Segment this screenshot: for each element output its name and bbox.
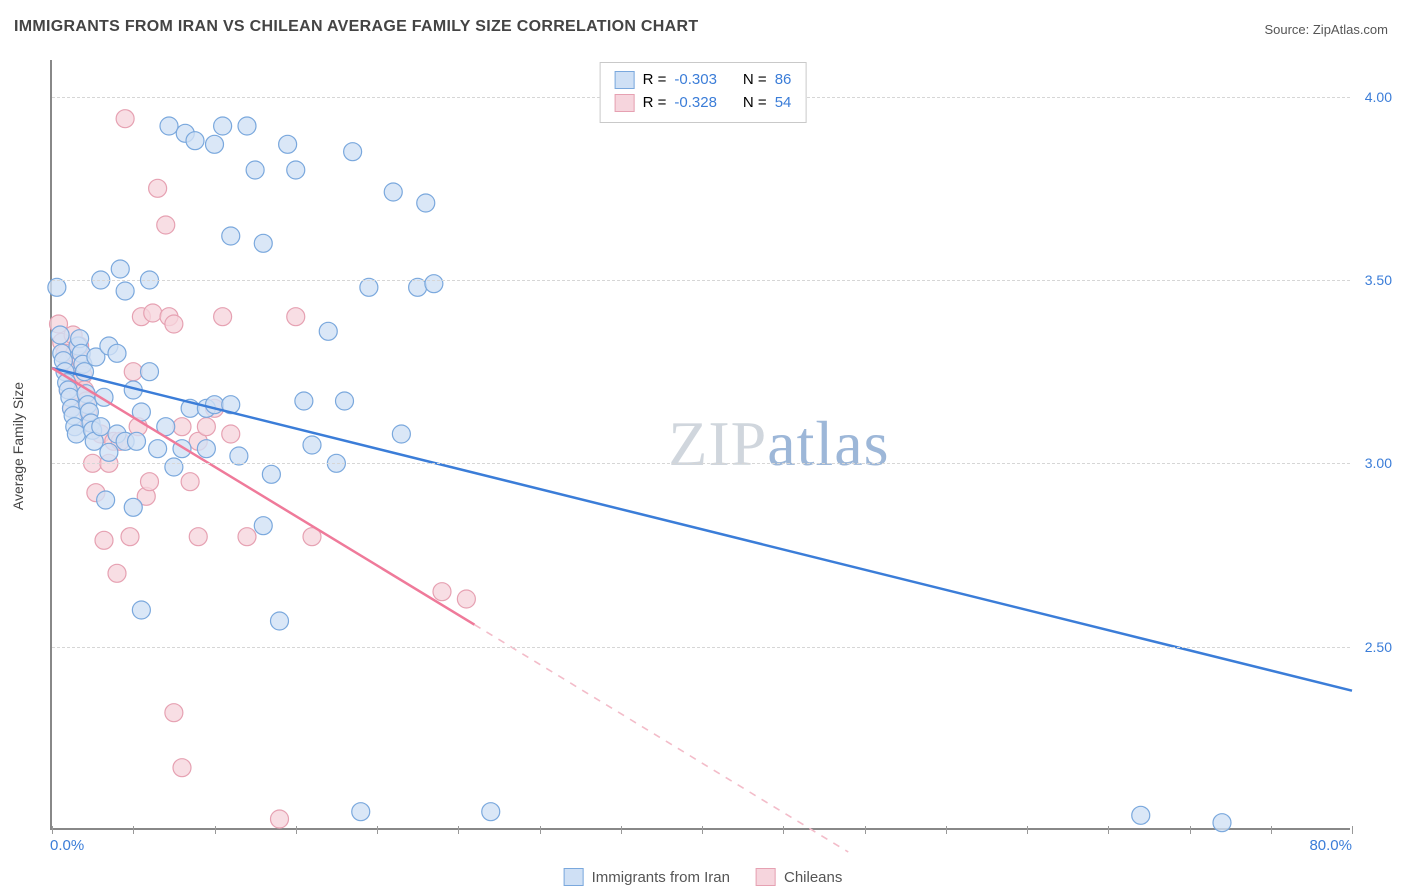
swatch-iran [615,71,635,89]
x-tick [1108,826,1109,834]
stat-R-iran: -0.303 [674,69,717,92]
source-prefix: Source: [1264,22,1312,37]
stat-N-label: N = [743,92,767,115]
x-tick [621,826,622,834]
y-tick-label: 2.50 [1365,639,1392,655]
x-tick [296,826,297,834]
regression-layer [52,60,1350,828]
x-tick [1190,826,1191,834]
x-max-label: 80.0% [1309,837,1352,854]
x-tick [946,826,947,834]
legend-item-chile: Chileans [756,868,842,886]
y-tick-label: 3.50 [1365,272,1392,288]
x-tick [52,826,53,834]
stats-legend-box: R = -0.303 N = 86 R = -0.328 N = 54 [600,62,807,123]
stats-row-chile: R = -0.328 N = 54 [615,92,792,115]
source-link[interactable]: ZipAtlas.com [1313,22,1388,37]
stats-row-iran: R = -0.303 N = 86 [615,69,792,92]
x-tick [540,826,541,834]
x-tick [702,826,703,834]
regression-line [52,368,475,625]
swatch-chile-b [756,868,776,886]
stat-R-chile: -0.328 [674,92,717,115]
stat-R-label: R = [643,92,667,115]
x-tick [458,826,459,834]
x-tick [783,826,784,834]
regression-line-extrapolated [475,625,849,852]
stat-N-iran: 86 [775,69,792,92]
stat-N-chile: 54 [775,92,792,115]
x-tick [377,826,378,834]
x-tick [865,826,866,834]
y-tick-label: 3.00 [1365,455,1392,471]
legend-label-chile: Chileans [784,869,842,886]
x-tick [1271,826,1272,834]
stat-N-label: N = [743,69,767,92]
regression-line [52,368,1352,691]
source-credit: Source: ZipAtlas.com [1264,22,1388,37]
gridline-h [52,280,1350,281]
plot-area: ZIPatlas 0.0% 80.0% [50,60,1350,830]
chart-title: IMMIGRANTS FROM IRAN VS CHILEAN AVERAGE … [14,18,698,36]
legend-item-iran: Immigrants from Iran [564,868,730,886]
legend-bottom: Immigrants from Iran Chileans [564,868,843,886]
x-tick [1027,826,1028,834]
legend-label-iran: Immigrants from Iran [592,869,730,886]
gridline-h [52,463,1350,464]
swatch-iran-b [564,868,584,886]
x-tick [133,826,134,834]
x-tick [1352,826,1353,834]
x-tick [215,826,216,834]
swatch-chile [615,94,635,112]
y-tick-label: 4.00 [1365,89,1392,105]
gridline-h [52,647,1350,648]
y-axis-label: Average Family Size [10,382,26,510]
stat-R-label: R = [643,69,667,92]
x-min-label: 0.0% [50,837,84,854]
